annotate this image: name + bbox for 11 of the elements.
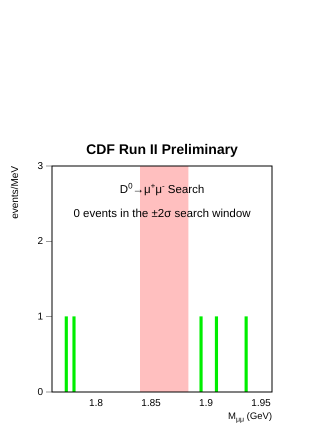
chart-title: CDF Run II Preliminary	[86, 141, 238, 157]
y-tick-label: 2	[37, 236, 44, 248]
y-tick-label: 1	[37, 311, 44, 322]
y-tick-label: 3	[37, 160, 44, 172]
annotation: 0 events in the ±2σ search window	[73, 208, 252, 220]
x-tick-label: 1.8	[89, 398, 104, 409]
x-tick-label: 1.95	[251, 398, 272, 409]
x-tick-label: 1.9	[199, 398, 214, 409]
y-axis-title: events/MeV	[10, 166, 21, 219]
y-tick-label: 0	[37, 386, 44, 398]
x-tick-label: 1.85	[141, 398, 162, 409]
